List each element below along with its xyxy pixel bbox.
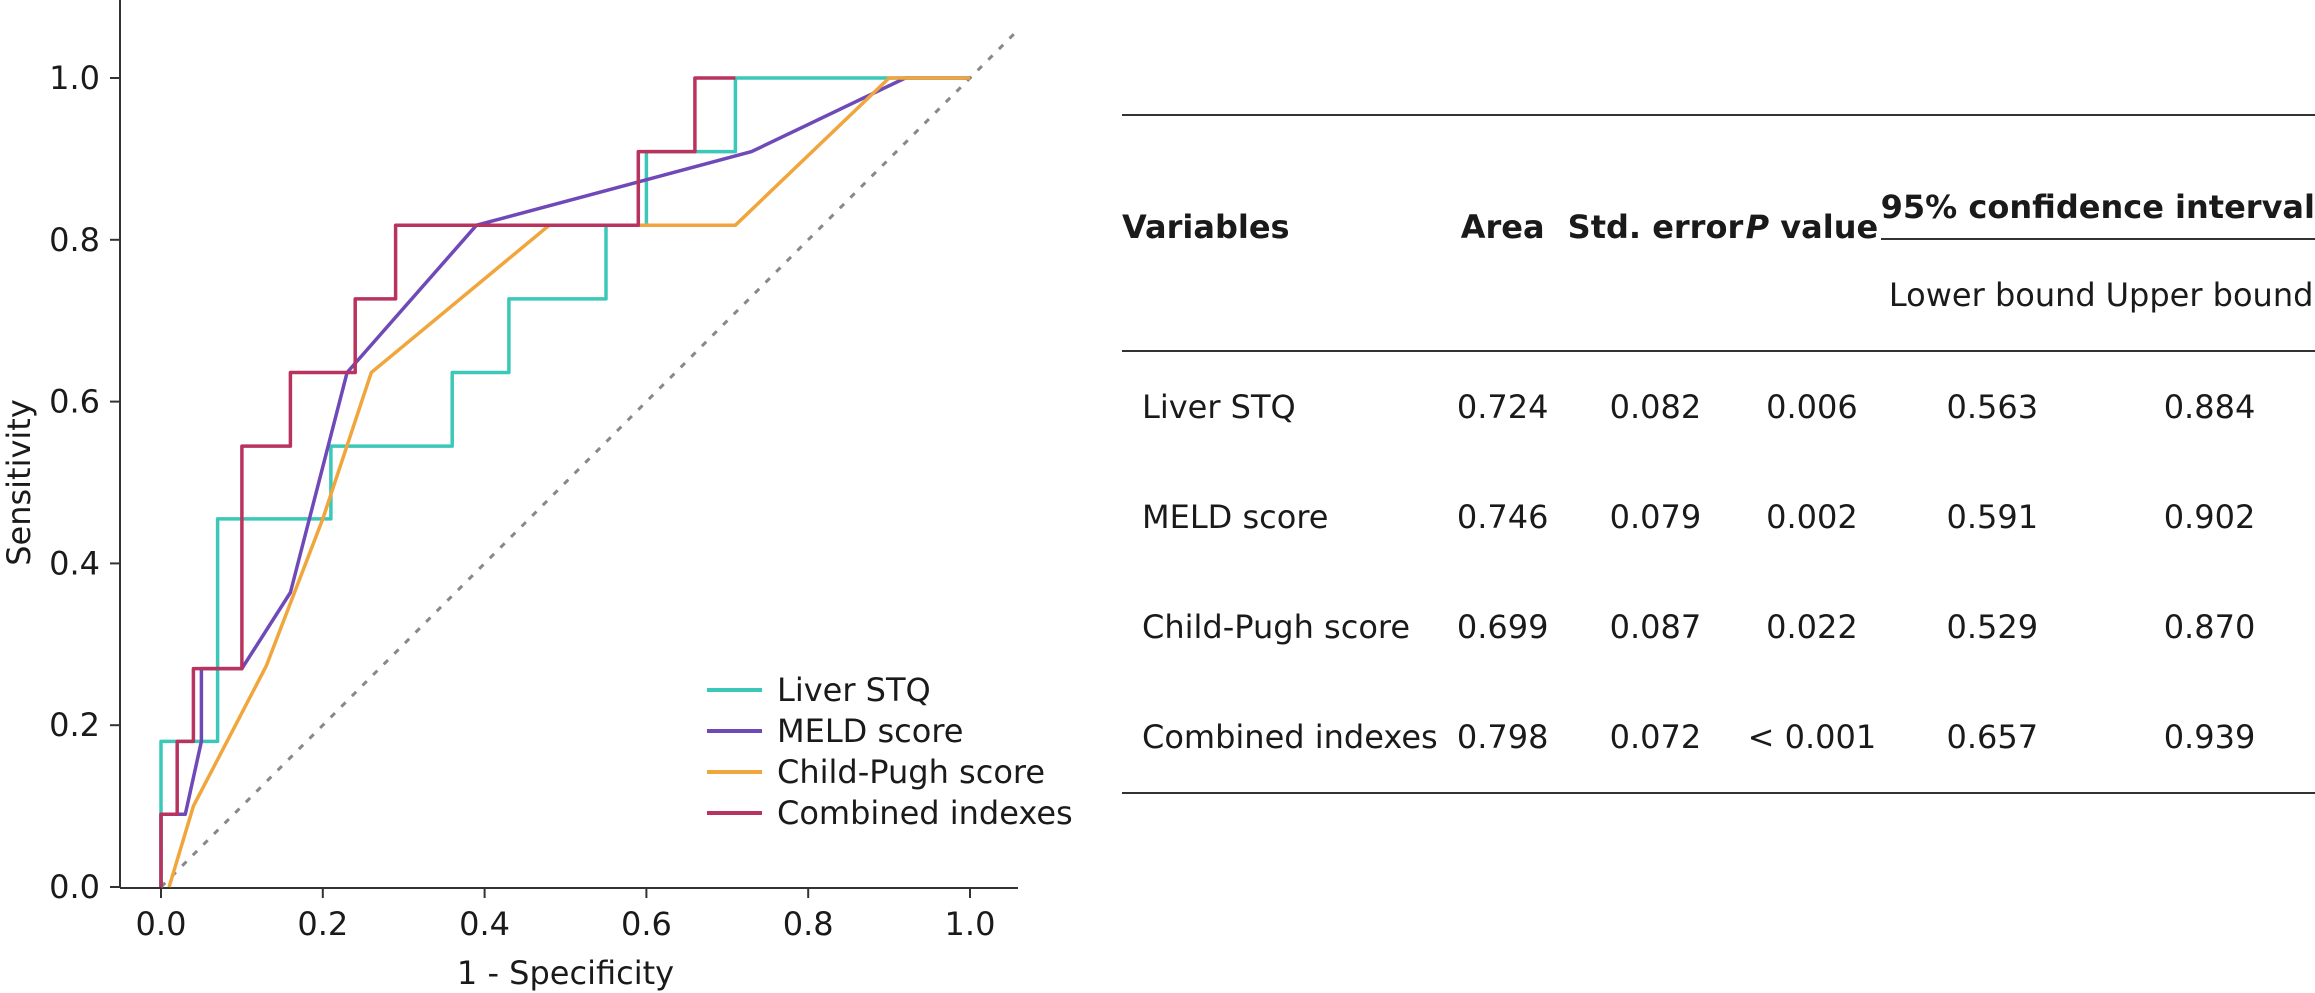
header-p-rest: value	[1769, 208, 1879, 246]
table-row: Liver STQ 0.724 0.082 0.006 0.563 0.884	[1122, 351, 2315, 462]
row-p-value: 0.006	[1766, 388, 1858, 426]
row-variable: Combined indexes	[1122, 682, 1438, 794]
header-lower-bound: Lower bound	[1880, 239, 2104, 352]
table-row: Child-Pugh score 0.699 0.087 0.022 0.529…	[1122, 572, 2315, 682]
series-line-liver-stq	[159, 76, 970, 887]
row-lower-bound: 0.563	[1946, 388, 2039, 426]
row-area: 0.746	[1456, 498, 1549, 536]
auc-table-container: Variables Area Std. error P value 95% co…	[1122, 114, 2315, 794]
row-area: 0.798	[1437, 682, 1568, 794]
x-tick-label: 0.0	[136, 905, 187, 943]
row-variable: Child-Pugh score	[1142, 608, 1411, 646]
legend-label: Child-Pugh score	[777, 753, 1045, 791]
x-axis-title: 1 - Specificity	[457, 954, 674, 992]
auc-table: Variables Area Std. error P value 95% co…	[1122, 114, 2315, 794]
row-upper-bound: 0.884	[2163, 388, 2256, 426]
header-p-letter: P	[1745, 208, 1770, 246]
header-variables: Variables	[1122, 115, 1438, 352]
x-tick-label: 0.4	[459, 905, 510, 943]
y-tick-label: 1.0	[49, 59, 100, 97]
row-lower-bound: 0.591	[1946, 498, 2039, 536]
row-upper-bound: 0.939	[2103, 682, 2315, 794]
y-tick-label: 0.0	[49, 868, 100, 906]
row-lower-bound: 0.657	[1880, 682, 2104, 794]
reference-diagonal-line	[159, 28, 1020, 889]
row-p-value: 0.022	[1766, 608, 1858, 646]
x-tick-label: 1.0	[945, 905, 996, 943]
header-confidence-interval: 95% confidence interval	[1880, 115, 2315, 240]
table-row: MELD score 0.746 0.079 0.002 0.591 0.902	[1122, 462, 2315, 572]
x-tick-label: 0.2	[297, 905, 348, 943]
legend-label: MELD score	[777, 712, 963, 750]
row-upper-bound: 0.870	[2163, 608, 2256, 646]
y-tick-label: 0.6	[49, 383, 100, 421]
roc-chart: 0.0 0.2 0.4 0.6 0.8 1.0 0.0 0.2 0.4 0.6 0.8 1.0 1 - …	[0, 0, 1073, 992]
legend-label: Combined indexes	[777, 794, 1073, 832]
series-line-child-pugh-score	[167, 76, 970, 888]
series-line-combined-indexes	[159, 76, 736, 887]
legend-label: Liver STQ	[777, 671, 931, 709]
row-std-error: 0.079	[1609, 498, 1702, 536]
row-area: 0.699	[1456, 608, 1549, 646]
row-variable: Liver STQ	[1142, 388, 1296, 426]
row-p-value: < 0.001	[1743, 682, 1881, 794]
header-area: Area	[1437, 115, 1568, 352]
header-std-error: Std. error	[1567, 115, 1744, 352]
y-tick-label: 0.2	[49, 706, 100, 744]
row-std-error: 0.082	[1609, 388, 1702, 426]
row-std-error: 0.087	[1609, 608, 1702, 646]
x-tick-label: 0.8	[783, 905, 834, 943]
header-p-value: P value	[1743, 115, 1881, 352]
row-area: 0.724	[1456, 388, 1549, 426]
row-p-value: 0.002	[1766, 498, 1858, 536]
row-upper-bound: 0.902	[2163, 498, 2256, 536]
y-tick-label: 0.4	[49, 544, 100, 582]
table-row: Combined indexes 0.798 0.072 < 0.001 0.6…	[1122, 682, 2315, 794]
row-variable: MELD score	[1142, 498, 1329, 536]
row-std-error: 0.072	[1567, 682, 1744, 794]
row-lower-bound: 0.529	[1946, 608, 2039, 646]
header-upper-bound: Upper bound	[2103, 239, 2315, 352]
series-line-meld-score	[159, 76, 970, 887]
x-tick-label: 0.6	[621, 905, 672, 943]
y-axis-title: Sensitivity	[0, 399, 38, 566]
y-tick-label: 0.8	[49, 221, 100, 259]
